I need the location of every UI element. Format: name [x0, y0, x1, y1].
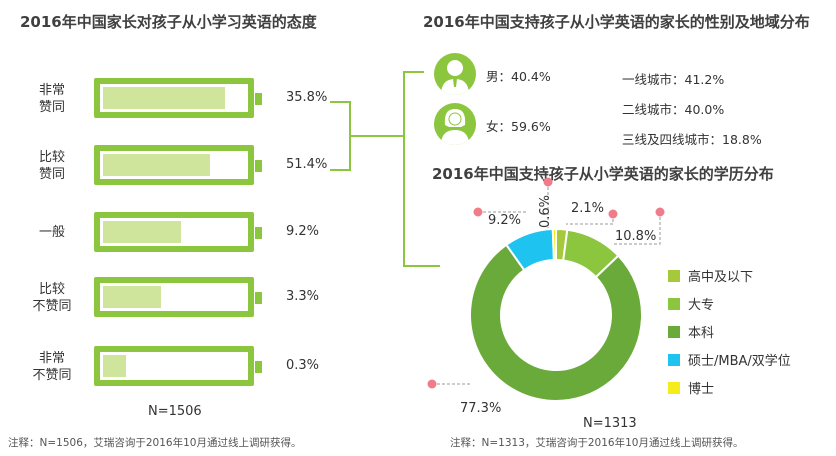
attitude-value: 9.2% — [286, 224, 320, 239]
legend-item: 大专 — [668, 294, 714, 313]
attitude-value: 35.8% — [286, 90, 328, 105]
attitude-value: 0.3% — [286, 358, 320, 373]
right-top-title: 2016年中国支持孩子从小学英语的家长的性别及地域分布 — [423, 13, 810, 31]
slice-value-label: 0.6% — [538, 195, 553, 228]
leader-marker — [655, 207, 665, 217]
legend-swatch — [668, 326, 680, 338]
left-note: 注释：N=1506，艾瑞咨询于2016年10月通过线上调研获得。 — [8, 437, 302, 449]
donut-sample-size: N=1313 — [583, 416, 637, 431]
legend-label: 本科 — [688, 326, 715, 341]
battery-bar — [94, 346, 262, 386]
male-user-icon — [434, 53, 476, 95]
legend-swatch — [668, 354, 680, 366]
attitude-label: 比较 赞同 — [38, 150, 65, 182]
legend-swatch — [668, 270, 680, 282]
right-note: 注释：N=1313，艾瑞咨询于2016年10月通过线上调研获得。 — [450, 437, 744, 449]
slice-value-label: 2.1% — [571, 201, 604, 216]
attitude-label: 一般 — [38, 225, 65, 240]
legend-swatch — [668, 298, 680, 310]
leader-line — [614, 212, 661, 245]
leader-line — [566, 214, 614, 225]
attitude-value: 3.3% — [286, 289, 320, 304]
donut-slice — [551, 227, 557, 262]
battery-fill — [103, 355, 126, 377]
leader-marker — [473, 207, 483, 217]
battery-fill — [103, 221, 182, 243]
attitude-label: 非常 不赞同 — [32, 351, 72, 383]
battery-fill — [103, 286, 162, 308]
slice-value-label: 10.8% — [615, 229, 656, 244]
female-user-icon — [434, 103, 476, 145]
slice-value-label: 77.3% — [460, 401, 501, 416]
tier1-city-share: 一线城市：41.2% — [622, 72, 725, 87]
attitude-label: 比较 不赞同 — [32, 282, 72, 314]
leader-marker — [543, 177, 553, 187]
legend-label: 博士 — [688, 382, 715, 397]
battery-bar — [94, 212, 262, 252]
battery-fill — [103, 87, 226, 109]
donut-slice — [469, 243, 643, 402]
legend-item: 本科 — [668, 322, 714, 341]
battery-fill — [103, 154, 210, 176]
battery-bar — [94, 145, 262, 185]
battery-cap — [255, 160, 262, 172]
legend-item: 高中及以下 — [668, 266, 753, 285]
legend-item: 硕士/MBA/双学位 — [668, 350, 791, 369]
legend-label: 硕士/MBA/双学位 — [688, 354, 791, 369]
legend-item: 博士 — [668, 378, 714, 397]
battery-bar — [94, 277, 262, 317]
donut-chart-title: 2016年中国支持孩子从小学英语的家长的学历分布 — [432, 165, 774, 183]
legend-label: 高中及以下 — [688, 270, 754, 285]
battery-cap — [255, 93, 262, 105]
leader-marker — [427, 379, 437, 389]
battery-cap — [255, 227, 262, 239]
slice-value-label: 9.2% — [488, 213, 521, 228]
battery-cap — [255, 292, 262, 304]
tier2-city-share: 二线城市：40.0% — [622, 102, 725, 117]
female-share: 女：59.6% — [486, 119, 551, 134]
battery-cap — [255, 361, 262, 373]
attitude-label: 非常 赞同 — [38, 83, 65, 115]
legend-swatch — [668, 382, 680, 394]
male-share: 男：40.4% — [486, 69, 551, 84]
legend-label: 大专 — [688, 298, 715, 313]
leader-marker — [608, 209, 618, 219]
left-sample-size: N=1506 — [148, 404, 202, 419]
left-chart-title: 2016年中国家长对孩子从小学习英语的态度 — [20, 13, 317, 31]
tier3-city-share: 三线及四线城市：18.8% — [622, 132, 762, 147]
attitude-value: 51.4% — [286, 157, 328, 172]
battery-bar — [94, 78, 262, 118]
